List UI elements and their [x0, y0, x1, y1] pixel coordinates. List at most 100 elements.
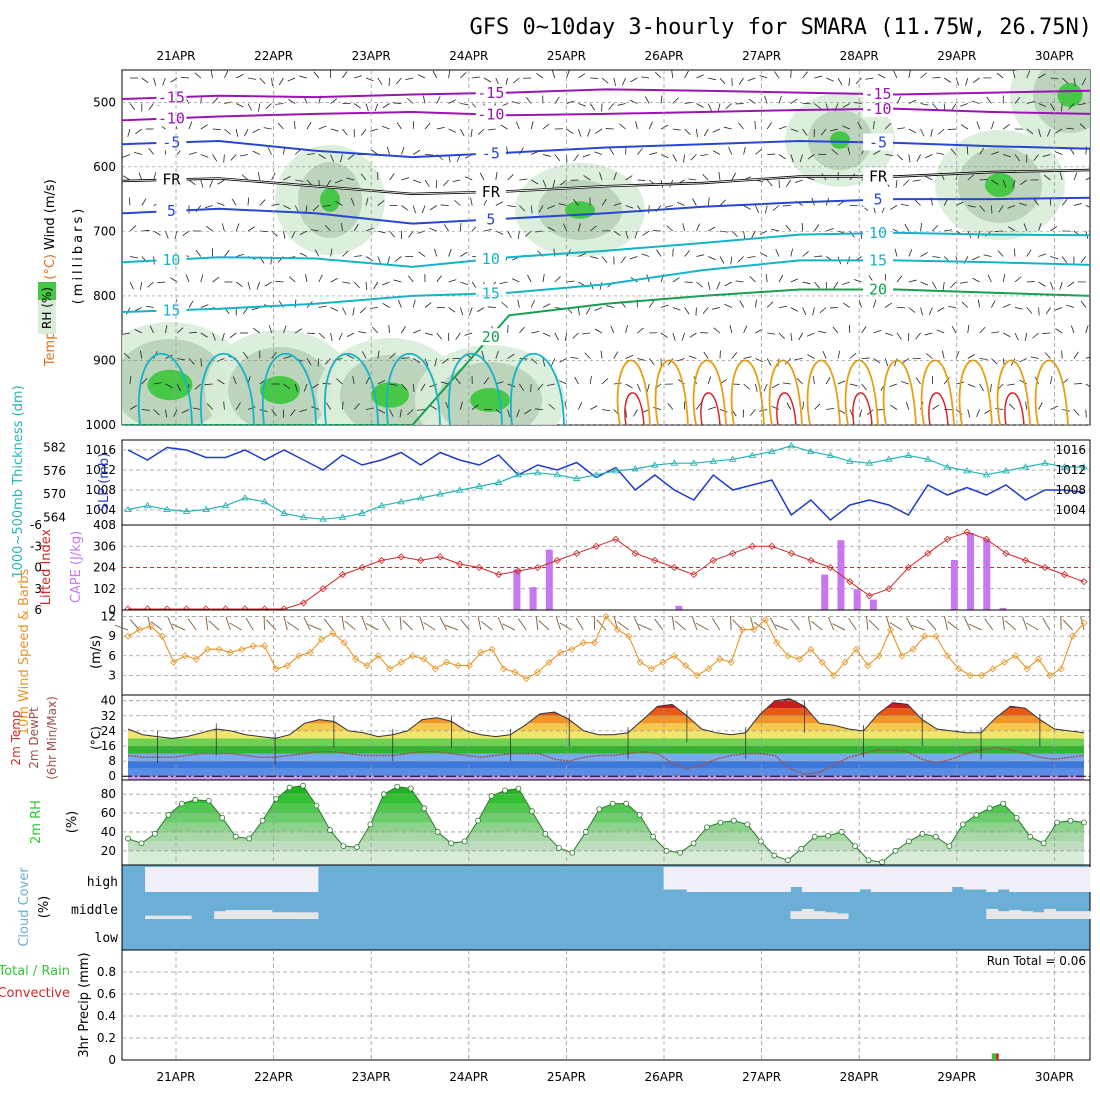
wind-barb — [696, 223, 701, 232]
contour-label: -10 — [864, 100, 891, 118]
contour-label-bg — [863, 133, 894, 151]
wind-barb — [601, 198, 607, 206]
wind-barb — [713, 327, 721, 334]
contour-label: 10 — [869, 224, 887, 242]
cloud-high-cell — [663, 867, 676, 890]
rh2m-point — [313, 802, 320, 809]
wind-barb — [896, 154, 904, 161]
wind-barb — [471, 404, 479, 410]
wind-barb — [129, 281, 134, 290]
wind-barb — [424, 122, 431, 130]
wind-barb — [625, 383, 633, 389]
wind-barb — [1085, 205, 1090, 208]
wind-barb — [894, 248, 898, 257]
wind10-point — [932, 632, 940, 640]
wind-barb — [387, 256, 390, 265]
wind-barb — [180, 76, 190, 79]
wind-barb — [295, 179, 304, 182]
wind-barb — [244, 128, 249, 137]
wind10-barb — [711, 617, 721, 631]
date-label-top: 26APR — [644, 49, 683, 63]
wind-barb — [590, 405, 598, 410]
wind-barb — [470, 128, 473, 137]
rh-legend: RH (%) — [38, 282, 56, 334]
li-point — [865, 592, 873, 600]
wind-barb — [625, 325, 628, 334]
wind-barb — [1012, 179, 1016, 188]
thickness-point — [319, 515, 327, 522]
wind-barb — [516, 409, 520, 418]
thickness-point — [397, 497, 405, 505]
date-label-top: 28APR — [840, 49, 879, 63]
wind-barb — [820, 128, 827, 136]
rh-band — [128, 841, 1084, 851]
contour-label-bg — [156, 109, 187, 127]
cloud-high-cell — [974, 867, 987, 890]
wind-barb — [904, 223, 910, 232]
wind-barb — [672, 128, 681, 131]
wind-barb — [884, 122, 892, 130]
wind-barb — [884, 302, 892, 308]
wind-barb — [231, 198, 237, 206]
wind-barb — [507, 409, 511, 418]
wind-barb — [790, 278, 799, 283]
wind10-barb — [832, 623, 846, 631]
wind-barb — [471, 281, 477, 289]
wind-barb — [1061, 77, 1069, 84]
rh2m-point — [946, 843, 953, 850]
wind-barb — [139, 281, 143, 290]
wind-barb — [1030, 356, 1039, 359]
wind-barb — [731, 172, 737, 181]
precip-total-label: Total / Rain — [0, 964, 70, 979]
wind-barb — [707, 197, 710, 206]
wind-barb — [920, 128, 925, 137]
wind-barb — [967, 354, 975, 359]
wind10-point — [352, 655, 360, 663]
wind-barb — [205, 225, 213, 232]
wind10-point — [750, 626, 758, 634]
wind10-point — [989, 665, 997, 673]
wind-barb — [133, 151, 142, 155]
wind-barb — [617, 103, 626, 106]
contour-label: 5 — [486, 210, 495, 228]
millibars-label: (millibars) — [71, 206, 86, 305]
wind-barb — [986, 96, 992, 104]
rh2m-point — [219, 814, 226, 821]
thickness-point — [865, 459, 874, 466]
thickness-point — [514, 470, 522, 478]
wind-barb — [778, 305, 787, 308]
wind10-point — [591, 639, 599, 647]
rh-saturated-area — [470, 388, 510, 412]
wind-barb — [972, 277, 980, 283]
wind-barb — [448, 70, 451, 79]
wind-barb — [448, 128, 457, 133]
wind-barb — [487, 128, 496, 131]
wind-barb — [832, 326, 839, 334]
li-point — [807, 556, 815, 564]
wind-barb — [708, 406, 716, 410]
wind-barb — [630, 77, 638, 83]
wind-barb — [729, 325, 733, 334]
wind-barb — [719, 256, 725, 264]
wind-barb — [861, 326, 867, 334]
li-point — [358, 563, 366, 572]
wind-barb — [527, 274, 532, 283]
wind-barb — [1014, 248, 1016, 257]
wind10-point — [340, 639, 348, 647]
precip-axis-label: 3hr Precip (mm) — [77, 952, 92, 1057]
wind-barb — [708, 77, 717, 81]
thickness-point — [221, 501, 230, 509]
wind10-barb — [205, 616, 209, 631]
wind-barb — [495, 350, 499, 359]
wind-barb — [1038, 307, 1040, 316]
thickness-point — [280, 509, 288, 516]
wind-barb — [303, 383, 308, 392]
pressure-tick: 700 — [93, 224, 116, 238]
wind-barb — [1060, 103, 1063, 112]
wind-barb — [589, 376, 592, 385]
rh2m-point — [677, 849, 683, 856]
wind-barb — [511, 101, 520, 104]
wind-barb — [637, 383, 641, 392]
wind-barb — [578, 402, 583, 410]
wind-barb — [842, 302, 851, 308]
